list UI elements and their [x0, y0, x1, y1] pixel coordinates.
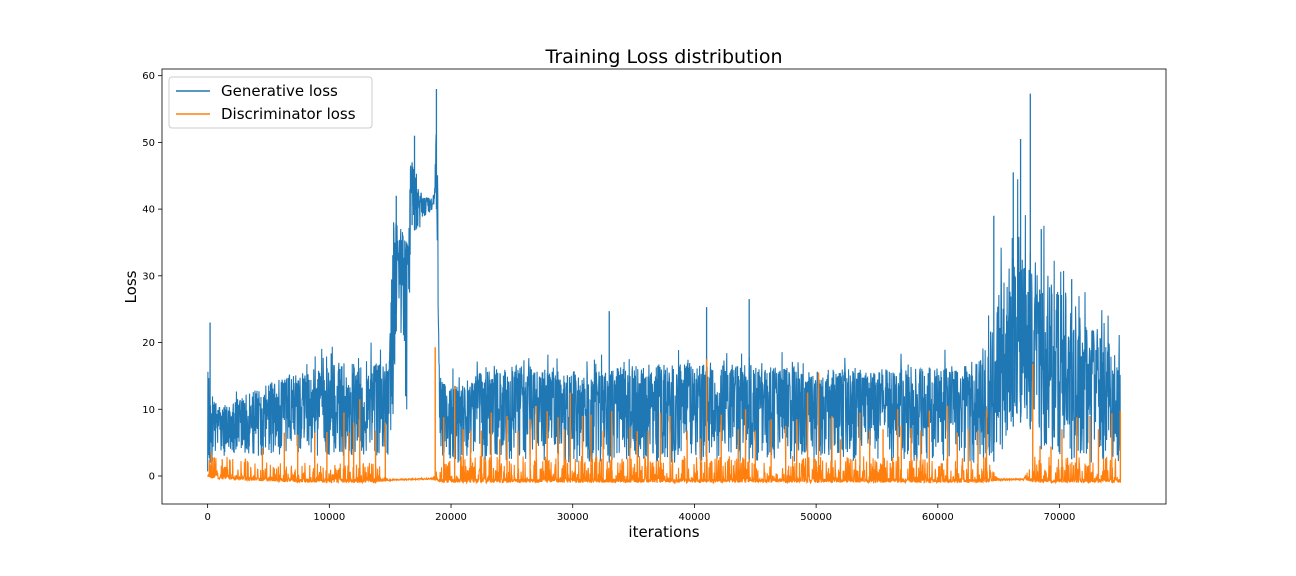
y-tick-label: 20 — [142, 338, 155, 349]
x-tick-label: 70000 — [1044, 512, 1076, 523]
y-tick-label: 50 — [142, 138, 155, 149]
x-tick-label: 20000 — [435, 512, 467, 523]
x-tick-label: 50000 — [800, 512, 832, 523]
x-tick-label: 0 — [204, 512, 210, 523]
legend-label-generative: Generative loss — [221, 82, 338, 100]
x-tick-label: 10000 — [313, 512, 345, 523]
y-tick-label: 40 — [142, 205, 155, 216]
y-tick-label: 0 — [149, 471, 155, 482]
x-tick-label: 40000 — [679, 512, 711, 523]
x-tick-label: 30000 — [557, 512, 589, 523]
x-axis-label: iterations — [628, 523, 699, 541]
y-tick-label: 10 — [142, 405, 155, 416]
y-axis: 0 10 20 30 40 50 60 — [142, 71, 162, 482]
y-tick-label: 60 — [142, 71, 155, 82]
legend: Generative loss Discriminator loss — [168, 76, 373, 129]
series-line-generative — [207, 134, 1121, 472]
y-tick-label: 30 — [142, 271, 155, 282]
x-axis: 0 10000 20000 30000 40000 50000 60000 70000 — [204, 504, 1075, 523]
y-axis-label: Loss — [122, 270, 140, 303]
legend-box — [168, 76, 373, 129]
plot-frame — [161, 68, 1167, 505]
legend-label-discriminator: Discriminator loss — [221, 105, 356, 123]
x-tick-label: 60000 — [922, 512, 954, 523]
chart-title: Training Loss distribution — [545, 46, 783, 68]
